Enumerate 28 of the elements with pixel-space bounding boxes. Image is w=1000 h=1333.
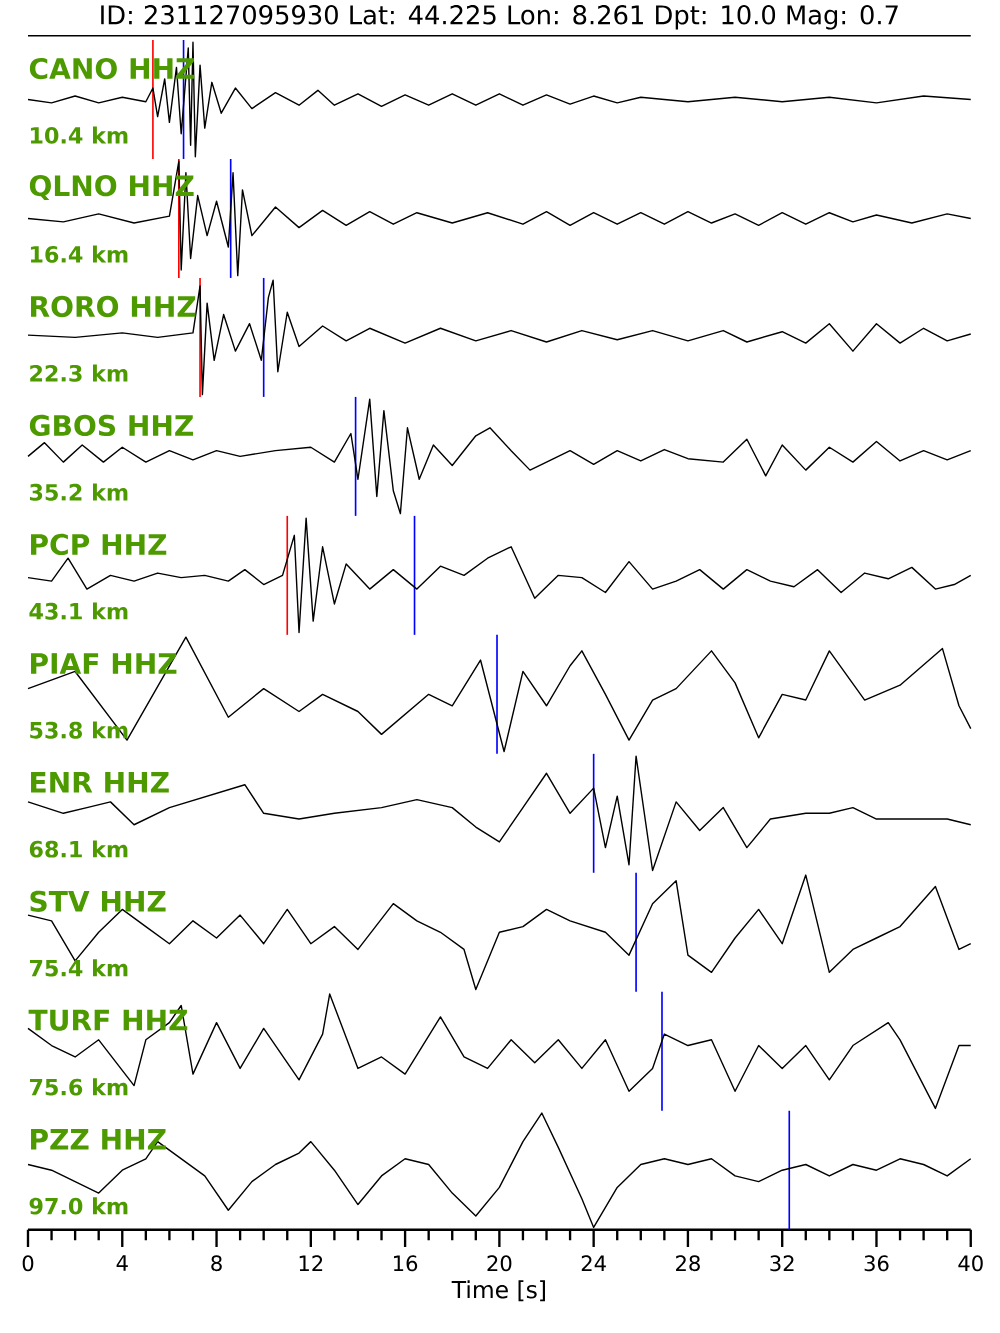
x-tick-label: 36 bbox=[864, 1255, 889, 1272]
series-label: RORO HHZ bbox=[31, 295, 196, 318]
series-label: ENR HHZ bbox=[31, 772, 169, 793]
series-label: PZZ HHZ bbox=[31, 1129, 166, 1150]
annotation: 22.3 km bbox=[30, 364, 128, 382]
x-tick-label: 12 bbox=[299, 1255, 323, 1271]
annotation: 97.0 km bbox=[29, 1197, 128, 1215]
x-tick-label: 28 bbox=[676, 1255, 701, 1272]
annotation: 43.1 km bbox=[29, 602, 128, 620]
annotation: 16.4 km bbox=[31, 245, 128, 263]
series-label: STV HHZ bbox=[30, 890, 166, 912]
annotation: 75.4 km bbox=[30, 959, 128, 977]
x-tick-label: 40 bbox=[958, 1255, 983, 1272]
annotation: 75.6 km bbox=[30, 1078, 128, 1096]
series-label: PCP HHZ bbox=[31, 533, 167, 556]
x-tick-label: 20 bbox=[487, 1255, 512, 1272]
x-tick-label: 8 bbox=[211, 1255, 222, 1272]
annotation: 35.2 km bbox=[30, 483, 128, 501]
x-tick-label: 0 bbox=[22, 1255, 34, 1272]
x-tick-label: 24 bbox=[581, 1255, 606, 1271]
x-tick-label: 4 bbox=[116, 1255, 128, 1271]
annotation: 68.1 km bbox=[29, 840, 128, 858]
chart-title: ID: 231127095930 Lat: 44.225 Lon: 8.261 Dpt: 10.0 Mag: 0.7 bbox=[101, 5, 898, 30]
x-tick-label: 16 bbox=[394, 1255, 418, 1272]
x-axis-title: Time [s] bbox=[451, 1280, 546, 1302]
annotation: 10.4 km bbox=[31, 126, 128, 144]
x-tick-label: 32 bbox=[770, 1255, 794, 1272]
series-label: GBOS HHZ bbox=[29, 414, 194, 437]
